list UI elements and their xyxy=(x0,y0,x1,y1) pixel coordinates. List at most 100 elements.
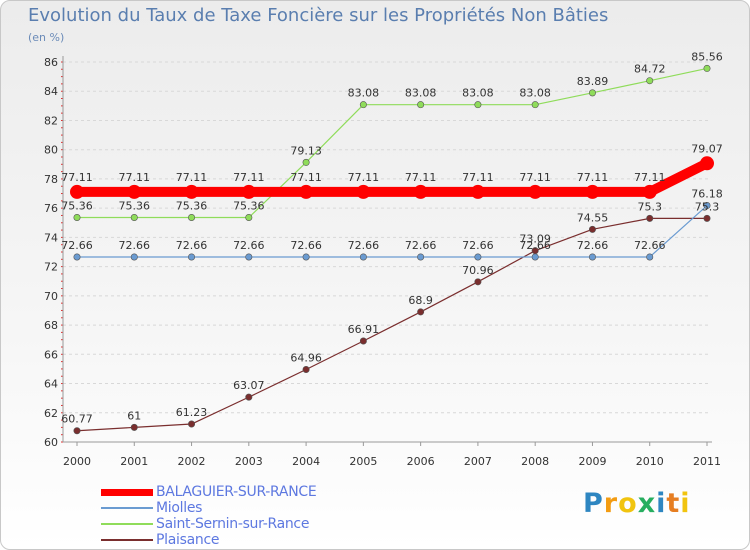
data-label: 75.3 xyxy=(695,200,720,213)
data-point xyxy=(642,184,657,199)
data-point xyxy=(588,225,596,233)
data-label: 75.36 xyxy=(119,200,151,213)
x-tick-label: 2007 xyxy=(464,455,492,468)
x-tick-label: 2002 xyxy=(178,455,206,468)
x-tick-label: 2005 xyxy=(349,455,377,468)
data-label: 72.66 xyxy=(634,239,666,252)
data-label: 75.36 xyxy=(233,200,265,213)
data-point xyxy=(188,420,196,428)
data-label: 79.07 xyxy=(691,142,723,155)
data-label: 77.11 xyxy=(233,171,265,184)
data-point xyxy=(130,253,138,261)
data-point xyxy=(184,184,199,199)
data-point xyxy=(700,156,714,171)
data-point xyxy=(73,253,81,261)
data-label: 72.66 xyxy=(405,239,437,252)
data-label: 77.11 xyxy=(405,171,437,184)
data-point xyxy=(588,89,596,97)
data-point xyxy=(585,184,600,199)
data-label: 83.08 xyxy=(519,87,551,100)
x-tick-label: 2000 xyxy=(63,455,91,468)
x-tick-label: 2004 xyxy=(292,455,320,468)
y-tick-label: 84 xyxy=(44,85,58,98)
series-line-1 xyxy=(76,204,708,258)
data-point xyxy=(245,393,253,401)
data-point xyxy=(474,101,482,109)
data-label: 68.9 xyxy=(408,294,433,307)
data-point xyxy=(73,427,81,435)
logo-letter: i xyxy=(656,488,667,519)
data-label: 60.77 xyxy=(61,413,93,426)
y-tick-label: 86 xyxy=(44,56,58,69)
data-point xyxy=(703,214,711,222)
series-layer xyxy=(70,64,714,435)
x-tick-label: 2009 xyxy=(578,455,606,468)
data-point xyxy=(70,184,84,199)
data-point xyxy=(417,101,425,109)
data-label: 72.66 xyxy=(348,239,380,252)
data-point xyxy=(474,253,482,261)
logo-letter: P xyxy=(583,488,604,519)
data-label: 72.66 xyxy=(176,239,208,252)
series-line-0 xyxy=(72,158,712,197)
chart-title: Evolution du Taux de Taxe Foncière sur l… xyxy=(28,5,609,26)
series-line-2 xyxy=(76,67,708,219)
data-point xyxy=(302,253,310,261)
data-label: 83.08 xyxy=(405,87,437,100)
data-point xyxy=(359,337,367,345)
data-point xyxy=(646,253,654,261)
data-label: 72.66 xyxy=(61,239,93,252)
data-label: 72.66 xyxy=(290,239,322,252)
data-label: 75.36 xyxy=(61,200,93,213)
data-label: 70.96 xyxy=(462,264,494,277)
y-tick-label: 80 xyxy=(44,144,58,157)
x-tick-label: 2001 xyxy=(120,455,148,468)
data-point xyxy=(531,253,539,261)
data-label: 61 xyxy=(127,409,141,422)
data-label: 77.11 xyxy=(634,171,666,184)
data-point xyxy=(127,184,142,199)
data-label: 61.23 xyxy=(176,406,208,419)
legend-swatch xyxy=(101,523,153,525)
y-tick-label: 78 xyxy=(44,173,58,186)
data-label: 77.11 xyxy=(61,171,93,184)
data-label: 72.66 xyxy=(462,239,494,252)
y-tick-label: 82 xyxy=(44,114,58,127)
data-point xyxy=(299,184,314,199)
data-point xyxy=(302,366,310,374)
data-label: 77.11 xyxy=(577,171,609,184)
data-point xyxy=(531,101,539,109)
legend-label: Miolles xyxy=(156,500,203,516)
data-label: 77.11 xyxy=(348,171,380,184)
data-label: 77.11 xyxy=(462,171,494,184)
data-label: 72.66 xyxy=(119,239,151,252)
y-tick-label: 66 xyxy=(44,348,58,361)
data-point xyxy=(356,184,371,199)
series-line-3 xyxy=(76,217,708,432)
data-label: 77.11 xyxy=(119,171,151,184)
data-label: 63.07 xyxy=(233,379,265,392)
data-point xyxy=(413,184,428,199)
proxiti-logo: Proxiti xyxy=(583,488,691,519)
data-label: 84.72 xyxy=(634,63,666,76)
data-label: 66.91 xyxy=(348,323,380,336)
data-label: 64.96 xyxy=(290,352,322,365)
data-label: 75.36 xyxy=(176,200,208,213)
data-point xyxy=(188,253,196,261)
data-label: 73.09 xyxy=(519,233,551,246)
data-point xyxy=(241,184,256,199)
data-labels: 77.11 77.11 77.11 77.11 77.11 77.11 77.11 77.11… xyxy=(61,50,723,425)
data-point xyxy=(359,253,367,261)
x-tick-label: 2011 xyxy=(693,455,721,468)
x-tick-label: 2010 xyxy=(636,455,664,468)
data-label: 77.11 xyxy=(176,171,208,184)
grid xyxy=(63,61,708,443)
x-tick-label: 2008 xyxy=(521,455,549,468)
data-point xyxy=(130,214,138,222)
legend-label: BALAGUIER-SUR-RANCE xyxy=(156,484,317,500)
logo-letter: i xyxy=(680,488,691,519)
data-point xyxy=(302,158,310,166)
data-label: 72.66 xyxy=(519,239,551,252)
data-label: 79.13 xyxy=(290,144,322,157)
data-point xyxy=(245,253,253,261)
